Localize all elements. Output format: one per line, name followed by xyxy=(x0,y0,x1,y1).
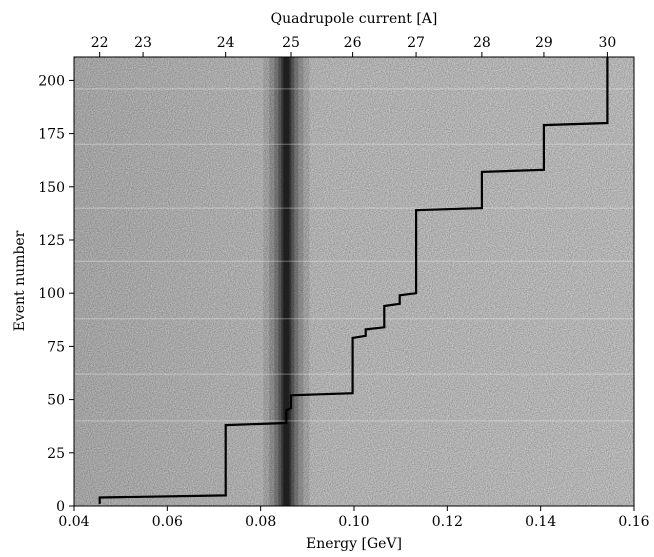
y-tick-label: 175 xyxy=(38,127,65,143)
y-tick-label: 0 xyxy=(56,499,65,515)
y-axis-ticks: 0 25 50 75 100 125 150 175 200 xyxy=(38,73,74,515)
y-tick-label: 200 xyxy=(38,73,65,89)
y-tick-label: 50 xyxy=(47,393,65,409)
y-tick-label: 150 xyxy=(38,180,65,196)
top-tick-label: 24 xyxy=(217,35,235,51)
x-tick-label: 0.14 xyxy=(525,514,556,530)
x-tick-label: 0.10 xyxy=(338,514,369,530)
top-tick-label: 30 xyxy=(598,35,616,51)
x-tick-label: 0.12 xyxy=(432,514,463,530)
x-axis-ticks: 0.04 0.06 0.08 0.10 0.12 0.14 0.16 xyxy=(58,506,650,530)
x-tick-label: 0.08 xyxy=(245,514,276,530)
x-tick-label: 0.16 xyxy=(618,514,649,530)
heatmap-noise xyxy=(74,57,634,506)
heatmap-background xyxy=(74,57,634,506)
y-tick-label: 25 xyxy=(47,446,65,462)
x-axis-title: Energy [GeV] xyxy=(306,536,402,552)
top-tick-label: 22 xyxy=(91,35,109,51)
top-tick-label: 28 xyxy=(473,35,491,51)
top-tick-label: 27 xyxy=(407,35,425,51)
y-tick-label: 75 xyxy=(47,339,65,355)
top-tick-label: 29 xyxy=(535,35,553,51)
y-tick-label: 125 xyxy=(38,233,65,249)
x-tick-label: 0.06 xyxy=(152,514,183,530)
energy-band-layer xyxy=(283,57,290,506)
top-axis-title: Quadrupole current [A] xyxy=(271,11,438,27)
x-tick-label: 0.04 xyxy=(58,514,89,530)
y-tick-label: 100 xyxy=(38,286,65,302)
y-axis-title: Event number xyxy=(12,230,28,331)
horizontal-streaks xyxy=(74,88,634,422)
top-tick-label: 23 xyxy=(134,35,152,51)
top-axis-ticks: 22 23 24 25 26 27 28 29 30 xyxy=(91,35,616,57)
series-line xyxy=(98,57,609,504)
energy-band xyxy=(263,57,310,506)
top-tick-label: 26 xyxy=(344,35,362,51)
top-tick-label: 25 xyxy=(282,35,300,51)
